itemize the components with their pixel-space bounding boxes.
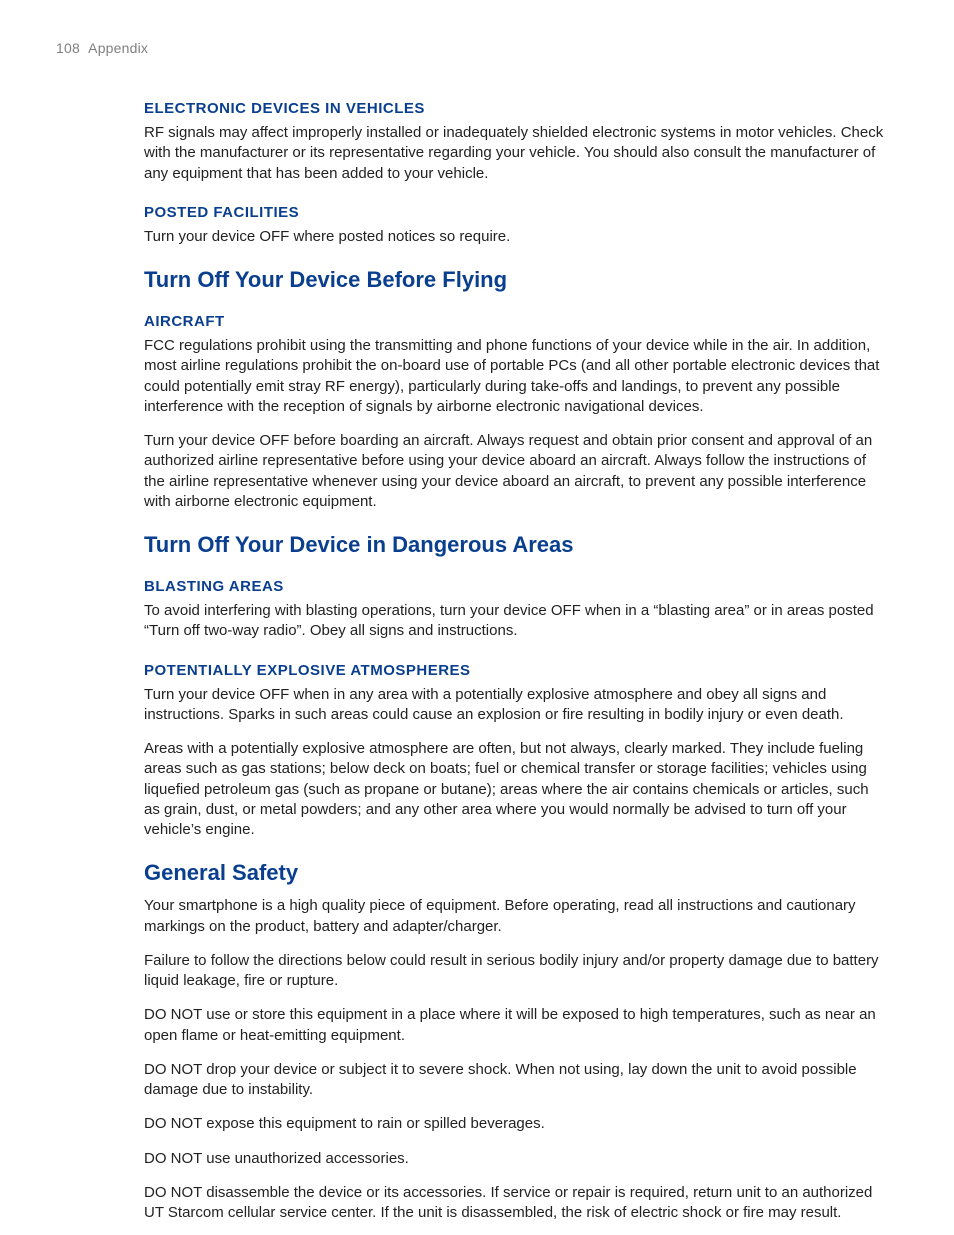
section-heading: General Safety xyxy=(144,860,888,886)
body-text: FCC regulations prohibit using the trans… xyxy=(144,336,888,417)
body-text: DO NOT use or store this equipment in a … xyxy=(144,1005,888,1046)
body-text: To avoid interfering with blasting opera… xyxy=(144,601,888,642)
body-text: DO NOT expose this equipment to rain or … xyxy=(144,1114,888,1134)
body-text: RF signals may affect improperly install… xyxy=(144,123,888,184)
section-blasting: BLASTING AREAS To avoid interfering with… xyxy=(144,578,888,642)
section-explosive: POTENTIALLY EXPLOSIVE ATMOSPHERES Turn y… xyxy=(144,662,888,841)
body-text: Turn your device OFF where posted notice… xyxy=(144,227,888,247)
body-text: DO NOT use unauthorized accessories. xyxy=(144,1149,888,1169)
body-text: Areas with a potentially explosive atmos… xyxy=(144,739,888,840)
subheading: AIRCRAFT xyxy=(144,313,888,330)
section-flying-heading: Turn Off Your Device Before Flying xyxy=(144,267,888,293)
body-text: DO NOT drop your device or subject it to… xyxy=(144,1060,888,1101)
section-aircraft: AIRCRAFT FCC regulations prohibit using … xyxy=(144,313,888,512)
page-header: 108 Appendix xyxy=(56,40,898,56)
section-dangerous-heading: Turn Off Your Device in Dangerous Areas xyxy=(144,532,888,558)
body-text: Turn your device OFF before boarding an … xyxy=(144,431,888,512)
page-number: 108 xyxy=(56,40,80,56)
body-text: Turn your device OFF when in any area wi… xyxy=(144,685,888,726)
body-text: DO NOT disassemble the device or its acc… xyxy=(144,1183,888,1224)
section-heading: Turn Off Your Device in Dangerous Areas xyxy=(144,532,888,558)
header-label: Appendix xyxy=(88,40,148,56)
section-heading: Turn Off Your Device Before Flying xyxy=(144,267,888,293)
page-content: ELECTRONIC DEVICES IN VEHICLES RF signal… xyxy=(56,100,898,1223)
section-general-safety: General Safety Your smartphone is a high… xyxy=(144,860,888,1223)
subheading: POSTED FACILITIES xyxy=(144,204,888,221)
section-electronic-devices: ELECTRONIC DEVICES IN VEHICLES RF signal… xyxy=(144,100,888,184)
subheading: ELECTRONIC DEVICES IN VEHICLES xyxy=(144,100,888,117)
body-text: Your smartphone is a high quality piece … xyxy=(144,896,888,937)
body-text: Failure to follow the directions below c… xyxy=(144,951,888,992)
section-posted-facilities: POSTED FACILITIES Turn your device OFF w… xyxy=(144,204,888,247)
subheading: BLASTING AREAS xyxy=(144,578,888,595)
subheading: POTENTIALLY EXPLOSIVE ATMOSPHERES xyxy=(144,662,888,679)
